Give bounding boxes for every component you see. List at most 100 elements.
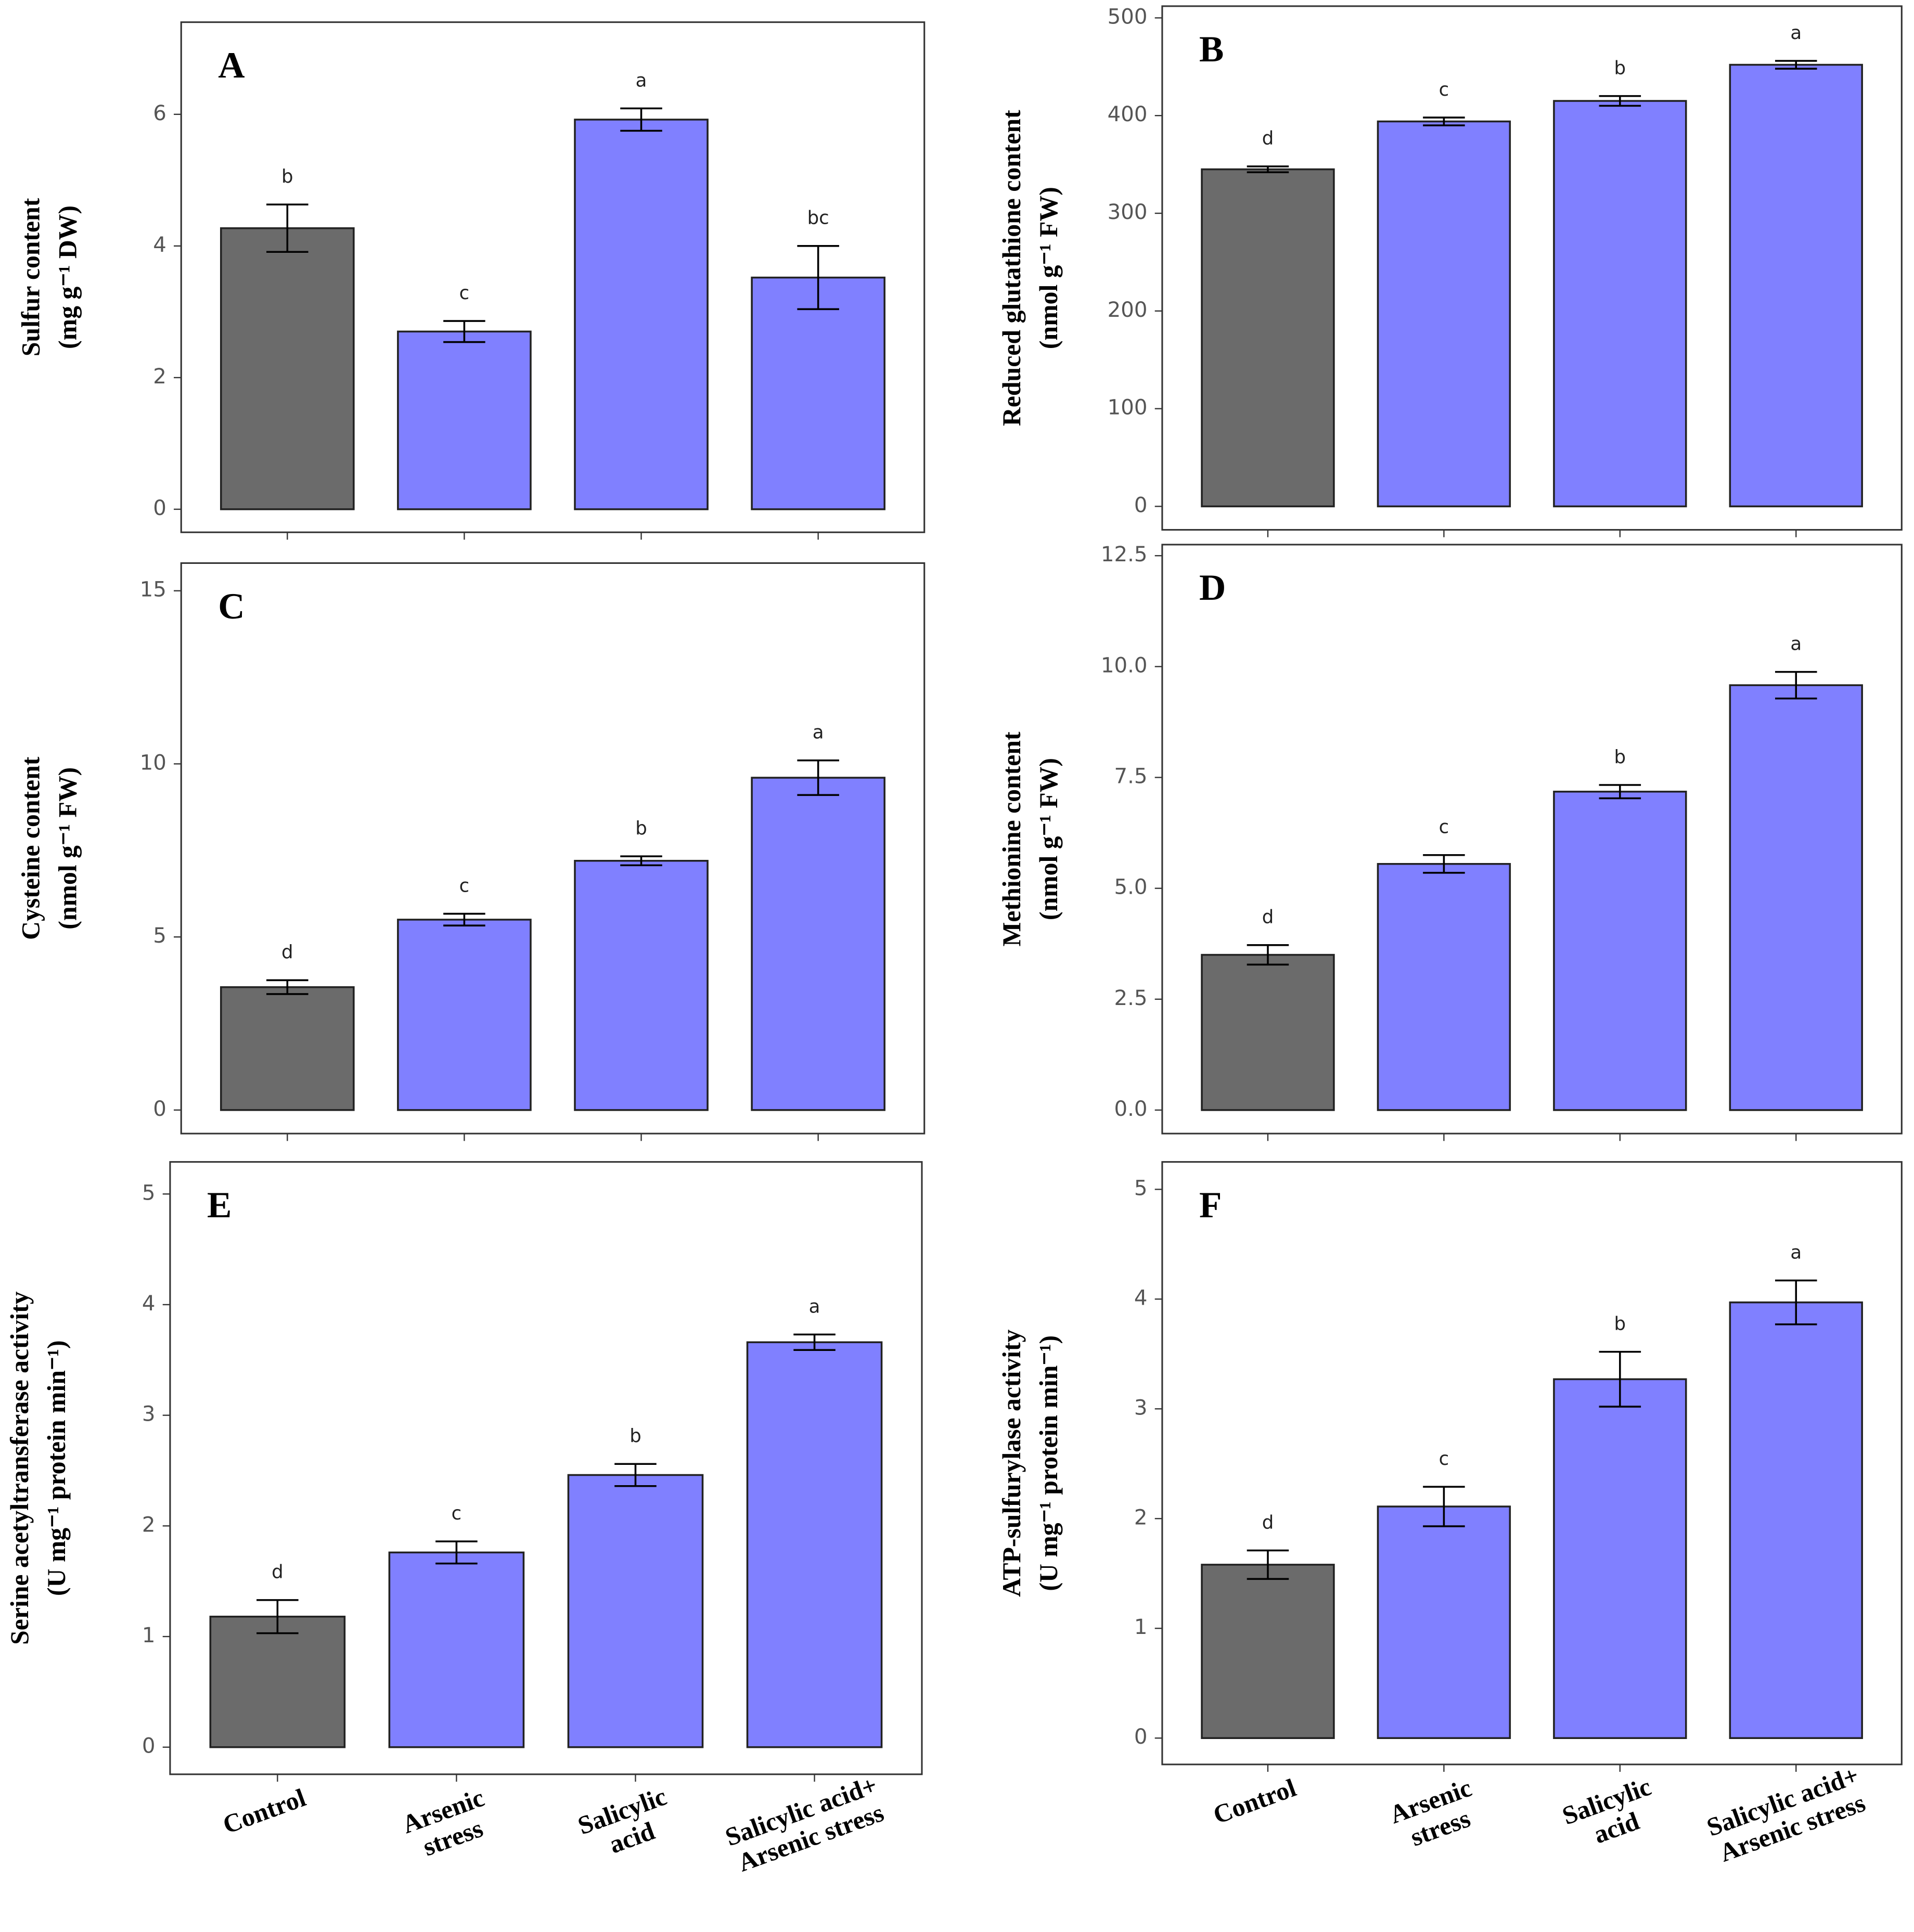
y-tick-label: 7.5: [1114, 765, 1147, 789]
error-bar: [266, 979, 309, 995]
y-tick-label: 4: [153, 233, 166, 257]
bar: [1553, 1378, 1687, 1740]
x-tick-label: Control: [1210, 1773, 1300, 1830]
y-tick-label: 2: [153, 365, 166, 389]
panel-label: B: [1199, 29, 1224, 70]
plot-frame: [169, 1161, 923, 1775]
plot-frame: [1161, 544, 1903, 1135]
y-tick-label: 0.0: [1114, 1097, 1147, 1121]
y-tick-label: 500: [1108, 5, 1148, 29]
significance-letter: b: [281, 166, 293, 187]
y-tick-label: 12.5: [1101, 543, 1148, 566]
y-tick-label: 15: [140, 578, 166, 602]
panel: 0 1 2 3 4 5 ATP-sulfurylase activity (U mg⁻¹ pr…: [997, 1161, 1903, 1869]
significance-letter: b: [1614, 58, 1626, 79]
significance-letter: b: [1614, 1313, 1626, 1334]
y-tick-label: 3: [1134, 1396, 1148, 1420]
error-bar: [1775, 60, 1817, 70]
significance-letter: a: [1790, 634, 1802, 655]
error-bar: [614, 1463, 657, 1487]
significance-letter: a: [1790, 22, 1802, 44]
x-tick-label: Salicylic acid+Arsenic stress: [722, 1771, 891, 1879]
panel: 0 100 200 300 400 500 Reduced glutathione cont…: [997, 5, 1903, 537]
significance-letter: c: [452, 1503, 462, 1524]
bar: [746, 1341, 883, 1748]
bar: [220, 227, 355, 510]
y-tick-label: 300: [1108, 200, 1148, 224]
y-axis-label: ATP-sulfurylase activity: [997, 1329, 1026, 1596]
bar: [751, 777, 885, 1111]
bar: [388, 1551, 525, 1748]
error-bar: [1247, 1549, 1289, 1580]
x-tick-label: Control: [219, 1783, 310, 1839]
y-tick-label: 1: [1134, 1615, 1148, 1639]
y-axis-label: (nmol g⁻¹ FW): [1034, 758, 1063, 920]
error-bar: [443, 320, 485, 343]
y-tick-label: 0: [1134, 1725, 1148, 1749]
significance-letter: b: [635, 818, 647, 839]
panel: 0.0 2.5 5.0 7.5 10.0 12.5 Methionine content (n…: [997, 543, 1903, 1141]
error-bar: [256, 1599, 299, 1634]
error-bar: [1775, 1279, 1817, 1325]
y-tick-label: 2: [1134, 1505, 1148, 1529]
error-bar: [797, 759, 839, 796]
panel: 0 5 10 15 Cysteine content (nmol g⁻¹ FW) Cd c b a: [16, 562, 926, 1141]
bar: [397, 919, 532, 1111]
plot-frame: [180, 21, 926, 533]
x-tick-label: Salicylicacid: [1559, 1772, 1665, 1857]
bar: [1201, 1564, 1335, 1740]
error-bar: [797, 245, 839, 311]
significance-letter: c: [1439, 817, 1449, 838]
y-tick-label: 5: [1134, 1176, 1148, 1200]
panel: 0 1 2 3 4 5 Serine acetyltransferase activity (…: [5, 1161, 923, 1879]
error-bar: [1599, 784, 1641, 800]
significance-letter: c: [1439, 79, 1449, 100]
bar: [1377, 120, 1511, 508]
x-tick-label: Salicylic acid+Arsenic stress: [1703, 1761, 1872, 1869]
y-axis-label: Serine acetyltransferase activity: [5, 1291, 34, 1645]
bar: [1201, 168, 1335, 508]
bar: [751, 276, 885, 510]
y-tick-label: 2: [142, 1513, 156, 1537]
y-tick-label: 1: [142, 1624, 156, 1647]
y-tick-label: 200: [1108, 298, 1148, 322]
y-tick-label: 2.5: [1114, 986, 1147, 1010]
significance-letter: d: [1262, 1512, 1274, 1533]
bar: [1729, 684, 1863, 1111]
y-tick-label: 0: [142, 1734, 156, 1758]
bar: [1201, 954, 1335, 1111]
bar: [397, 330, 532, 510]
significance-letter: a: [636, 70, 647, 91]
error-bar: [1599, 1350, 1641, 1408]
plot-frame: [180, 562, 926, 1135]
bar: [1729, 1301, 1863, 1740]
y-tick-label: 0: [153, 1097, 166, 1121]
x-tick-label: Salicylicacid: [574, 1782, 680, 1867]
y-tick-label: 0: [153, 496, 166, 520]
significance-letter: d: [1262, 128, 1274, 149]
y-tick-label: 100: [1108, 396, 1148, 420]
bar: [220, 986, 355, 1111]
plot-frame: [1161, 1161, 1903, 1766]
y-axis-label: Methionine content: [997, 731, 1026, 946]
significance-letter: c: [459, 875, 470, 896]
y-axis-label: (nmol g⁻¹ FW): [53, 767, 82, 930]
error-bar: [1599, 95, 1641, 107]
y-axis-label: (U mg⁻¹ protein min⁻¹): [1034, 1335, 1063, 1591]
error-bar: [1423, 1486, 1465, 1527]
y-axis-label: (U mg⁻¹ protein min⁻¹): [42, 1340, 71, 1596]
y-tick-label: 10.0: [1101, 653, 1148, 677]
panel-label: D: [1199, 568, 1226, 608]
significance-letter: d: [281, 942, 293, 963]
y-tick-label: 3: [142, 1402, 156, 1426]
significance-letter: bc: [807, 208, 829, 229]
error-bar: [620, 107, 662, 132]
error-bar: [1775, 671, 1817, 700]
plot-frame: [1161, 5, 1903, 531]
error-bar: [266, 203, 309, 253]
panel-label: A: [218, 45, 245, 86]
y-tick-label: 5: [153, 924, 166, 948]
error-bar: [1247, 165, 1289, 173]
